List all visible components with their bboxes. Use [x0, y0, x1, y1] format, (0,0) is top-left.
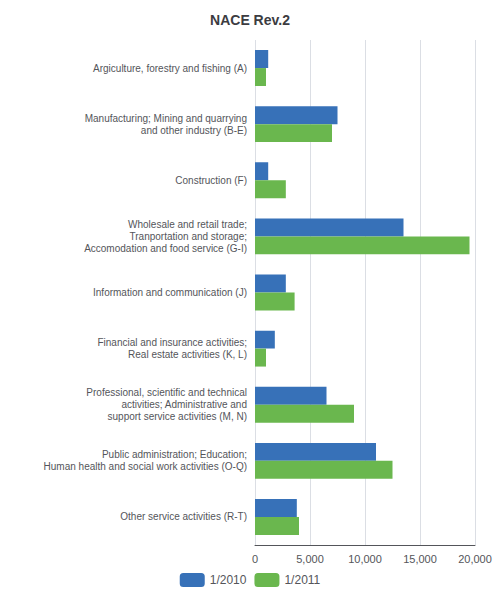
svg-text:Construction (F): Construction (F) [175, 175, 247, 186]
svg-text:Public administration; Educati: Public administration; Education; [102, 449, 247, 460]
svg-text:Argiculture, forestry and fish: Argiculture, forestry and fishing (A) [93, 63, 247, 74]
svg-text:Accomodation and food service: Accomodation and food service (G-I) [84, 243, 247, 254]
svg-text:1/2010: 1/2010 [210, 573, 247, 587]
svg-text:NACE Rev.2: NACE Rev.2 [210, 12, 290, 28]
svg-text:support service activities (M,: support service activities (M, N) [108, 411, 247, 422]
svg-text:Financial and insurance activi: Financial and insurance activities; [97, 337, 247, 348]
svg-text:20,000: 20,000 [458, 553, 492, 565]
svg-text:Professional, scientific and t: Professional, scientific and technical [86, 387, 247, 398]
svg-text:Real estate activities (K, L): Real estate activities (K, L) [128, 349, 247, 360]
svg-text:Other service activities (R-T): Other service activities (R-T) [120, 511, 247, 522]
svg-text:activities; Administrative and: activities; Administrative and [121, 399, 247, 410]
svg-text:Human health and social work a: Human health and social work activities … [44, 461, 247, 472]
svg-text:15,000: 15,000 [403, 553, 437, 565]
svg-text:5,000: 5,000 [296, 553, 324, 565]
svg-text:Manufacturing; Mining and quar: Manufacturing; Mining and quarrying [85, 113, 247, 124]
svg-text:10,000: 10,000 [348, 553, 382, 565]
svg-text:1/2011: 1/2011 [284, 573, 320, 587]
svg-text:0: 0 [252, 553, 258, 565]
svg-text:Tranportation and storage;: Tranportation and storage; [130, 231, 247, 242]
svg-text:Information and communication: Information and communication (J) [93, 287, 247, 298]
svg-text:Wholesale and retail trade;: Wholesale and retail trade; [128, 219, 247, 230]
svg-text:and other industry (B-E): and other industry (B-E) [141, 125, 247, 136]
